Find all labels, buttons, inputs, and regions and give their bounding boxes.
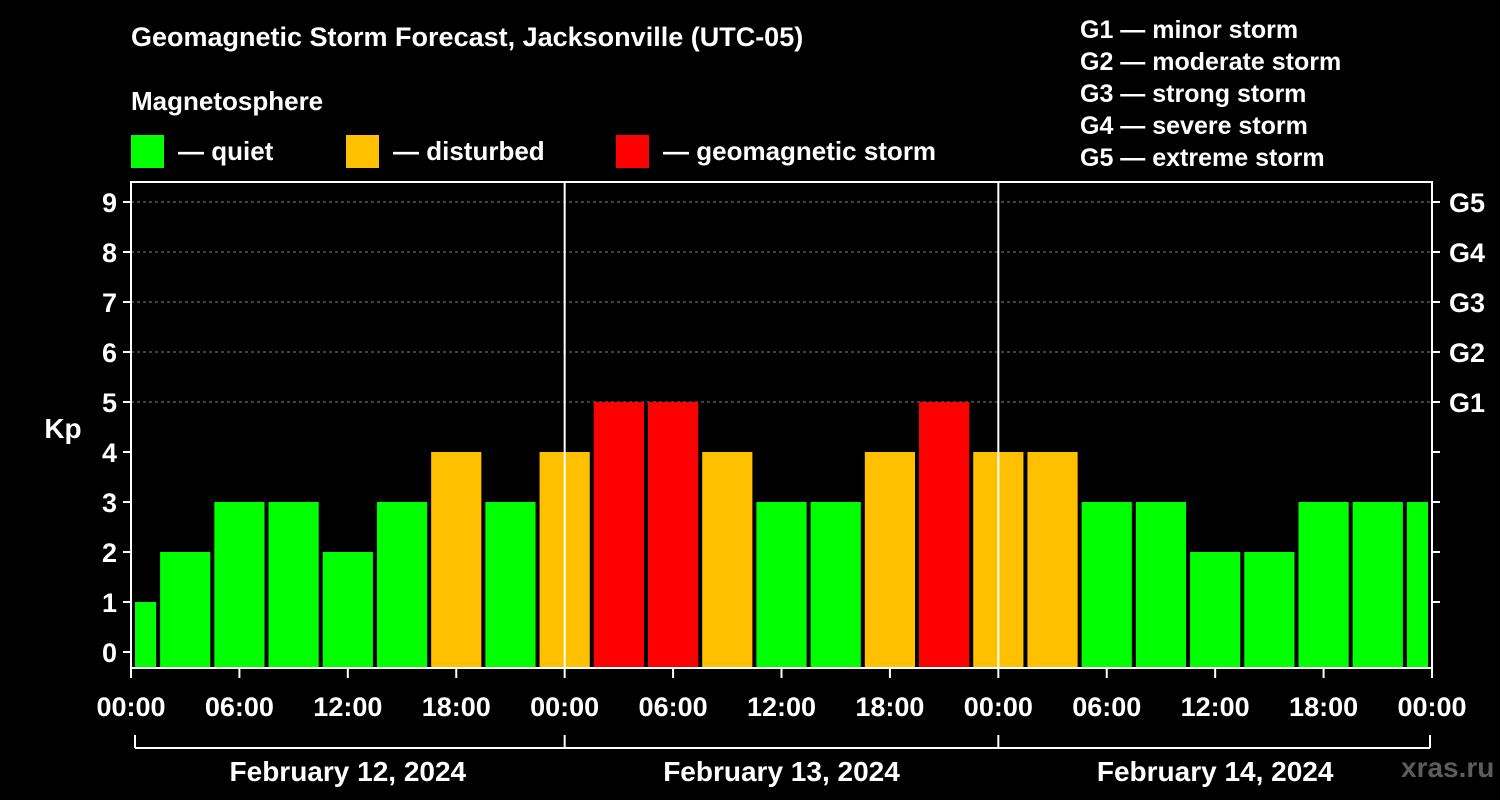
x-tick-label-1: 06:00 xyxy=(205,692,274,722)
x-tick-label-3: 18:00 xyxy=(422,692,491,722)
kp-bar-11 xyxy=(702,452,753,668)
legend-label-storm: — geomagnetic storm xyxy=(663,135,937,166)
chart-title: Geomagnetic Storm Forecast, Jacksonville… xyxy=(131,22,804,52)
x-tick-label-0: 00:00 xyxy=(96,692,165,722)
kp-bar-0 xyxy=(135,602,157,668)
y-tick-label-0: 0 xyxy=(102,638,117,668)
kp-bar-18 xyxy=(1081,502,1132,668)
y-tick-label-6: 6 xyxy=(102,338,117,368)
kp-bar-13 xyxy=(810,502,861,668)
storm-scale-legend: G1 — minor storm G2 — moderate storm G3 … xyxy=(1080,14,1341,174)
y-tick-label-1: 1 xyxy=(102,588,117,618)
day-label-1: February 13, 2024 xyxy=(663,756,900,787)
legend-item-disturbed: — disturbed xyxy=(346,134,545,168)
y-tick-label-3: 3 xyxy=(102,488,117,518)
kp-bar-6 xyxy=(431,452,482,668)
x-tick-label-4: 00:00 xyxy=(530,692,599,722)
kp-bar-3 xyxy=(268,502,319,668)
kp-bar-10 xyxy=(647,402,699,668)
storm-scale-g5: G5 — extreme storm xyxy=(1080,144,1325,172)
kp-bar-1 xyxy=(160,552,211,668)
g-scale-label-1: G2 xyxy=(1449,338,1485,368)
kp-bar-5 xyxy=(376,502,428,668)
kp-bar-4 xyxy=(322,552,373,668)
y-tick-label-5: 5 xyxy=(102,388,117,418)
kp-bar-9 xyxy=(593,402,644,668)
storm-scale-g1: G1 — minor storm xyxy=(1080,16,1299,44)
kp-bar-17 xyxy=(1027,452,1078,668)
legend-swatch-disturbed xyxy=(346,134,379,168)
watermark: xras.ru xyxy=(1401,752,1495,783)
y-tick-label-8: 8 xyxy=(102,238,117,268)
storm-scale-g3: G3 — strong storm xyxy=(1080,80,1307,108)
legend-label-disturbed: — disturbed xyxy=(393,135,545,166)
legend-item-quiet: — quiet xyxy=(131,134,273,168)
x-tick-label-7: 18:00 xyxy=(855,692,924,722)
legend-label-quiet: — quiet xyxy=(178,135,274,166)
kp-bar-24 xyxy=(1406,502,1428,668)
legend-item-storm: — geomagnetic storm xyxy=(616,134,936,168)
y-axis-label: Kp xyxy=(44,413,81,444)
x-tick-label-2: 12:00 xyxy=(313,692,382,722)
x-tick-label-12: 00:00 xyxy=(1397,692,1466,722)
kp-bar-21 xyxy=(1244,552,1295,668)
storm-scale-g2: G2 — moderate storm xyxy=(1080,48,1342,76)
kp-bar-15 xyxy=(919,402,970,668)
g-scale-label-4: G5 xyxy=(1449,188,1485,218)
g-scale-label-2: G3 xyxy=(1449,288,1485,318)
kp-bar-14 xyxy=(864,452,916,668)
g-scale-label-3: G4 xyxy=(1449,238,1485,268)
y-tick-label-9: 9 xyxy=(102,188,117,218)
legend-title: Magnetosphere xyxy=(131,86,324,116)
x-tick-label-8: 00:00 xyxy=(964,692,1033,722)
kp-bar-20 xyxy=(1190,552,1241,668)
kp-bar-12 xyxy=(756,502,807,668)
legend-swatch-quiet xyxy=(131,134,164,168)
x-tick-label-5: 06:00 xyxy=(639,692,708,722)
y-tick-label-7: 7 xyxy=(102,288,117,318)
x-tick-label-6: 12:00 xyxy=(747,692,816,722)
kp-bar-22 xyxy=(1298,502,1349,668)
day-label-0: February 12, 2024 xyxy=(230,756,467,787)
x-tick-label-9: 06:00 xyxy=(1072,692,1141,722)
kp-bar-23 xyxy=(1352,502,1403,668)
x-tick-label-11: 18:00 xyxy=(1289,692,1358,722)
g-scale-label-0: G1 xyxy=(1449,388,1485,418)
day-label-2: February 14, 2024 xyxy=(1097,756,1334,787)
kp-bar-2 xyxy=(214,502,265,668)
y-tick-label-2: 2 xyxy=(102,538,117,568)
kp-bar-7 xyxy=(485,502,536,668)
storm-scale-g4: G4 — severe storm xyxy=(1080,112,1308,140)
y-tick-label-4: 4 xyxy=(102,438,117,468)
kp-bar-19 xyxy=(1135,502,1187,668)
legend-swatch-storm xyxy=(616,134,649,168)
x-tick-label-10: 12:00 xyxy=(1181,692,1250,722)
